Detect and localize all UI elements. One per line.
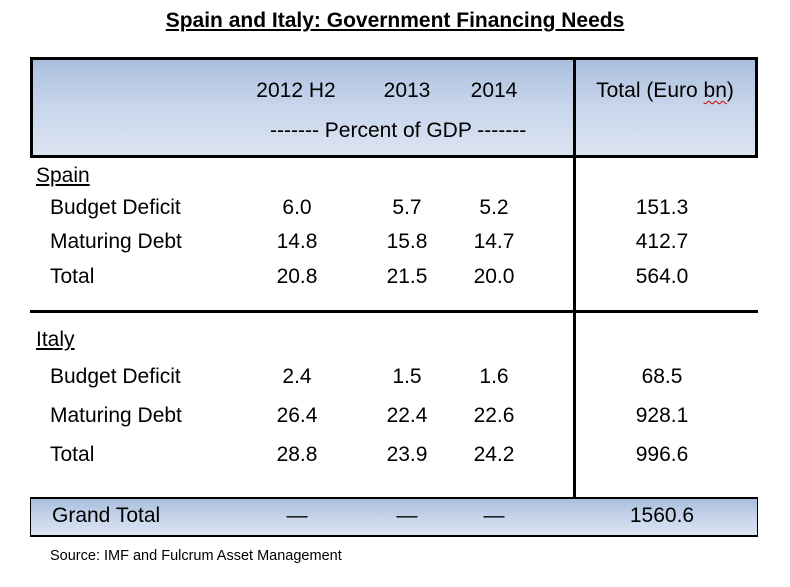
cell-value: 1.5 — [392, 365, 422, 388]
cell-value: 15.8 — [386, 230, 428, 253]
row-label: Budget Deficit — [50, 196, 181, 219]
cell-value: 21.5 — [386, 265, 428, 288]
column-header-2012h2: 2012 H2 — [256, 79, 336, 102]
grand-total-dash: — — [286, 504, 308, 527]
row-label: Total — [50, 443, 95, 466]
right-border-header — [755, 57, 758, 158]
cell-value: 14.7 — [473, 230, 515, 253]
source-note: Source: IMF and Fulcrum Asset Management — [50, 548, 342, 564]
cell-value: 14.8 — [276, 230, 318, 253]
row-label: Maturing Debt — [50, 230, 182, 253]
row-label: Total — [50, 265, 95, 288]
cell-value: 2.4 — [282, 365, 312, 388]
grand-total-bottom-border — [30, 534, 758, 537]
cell-total: 412.7 — [635, 230, 689, 253]
grand-total-top-border — [30, 497, 758, 500]
section-divider — [30, 310, 758, 313]
cell-value: 23.9 — [386, 443, 428, 466]
row-label: Budget Deficit — [50, 365, 181, 388]
top-border — [30, 57, 758, 60]
row-label: Maturing Debt — [50, 404, 182, 427]
grand-total-value: 1560.6 — [629, 504, 695, 527]
column-header-2014: 2014 — [470, 79, 518, 102]
cell-value: 26.4 — [276, 404, 318, 427]
column-header-total: Total (Euro bn) — [585, 79, 745, 103]
total-header-prefix: Total (Euro — [596, 79, 704, 102]
total-header-unit: bn — [703, 79, 727, 102]
cell-total: 928.1 — [635, 404, 689, 427]
cell-total: 68.5 — [641, 365, 683, 388]
cell-value: 6.0 — [282, 196, 312, 219]
header-band — [31, 59, 757, 156]
cell-total: 564.0 — [635, 265, 689, 288]
left-border-header — [30, 57, 33, 158]
total-header-suffix: ) — [726, 79, 734, 102]
cell-value: 20.0 — [473, 265, 515, 288]
cell-total: 996.6 — [635, 443, 689, 466]
subheader-percent-of-gdp: ------- Percent of GDP ------- — [270, 119, 527, 142]
grand-total-label: Grand Total — [52, 504, 161, 527]
column-divider — [573, 57, 576, 537]
grand-total-band — [31, 499, 757, 535]
section-label-italy: Italy — [36, 328, 75, 351]
cell-value: 1.6 — [479, 365, 509, 388]
cell-value: 24.2 — [473, 443, 515, 466]
column-header-2013: 2013 — [383, 79, 431, 102]
grand-total-dash: — — [396, 504, 418, 527]
cell-value: 5.7 — [392, 196, 422, 219]
cell-value: 5.2 — [479, 196, 509, 219]
grand-total-dash: — — [483, 504, 505, 527]
chart-title: Spain and Italy: Government Financing Ne… — [165, 9, 625, 32]
cell-value: 22.4 — [386, 404, 428, 427]
cell-value: 22.6 — [473, 404, 515, 427]
header-bottom-border — [30, 155, 758, 158]
cell-value: 28.8 — [276, 443, 318, 466]
section-label-spain: Spain — [36, 164, 90, 187]
cell-total: 151.3 — [635, 196, 689, 219]
cell-value: 20.8 — [276, 265, 318, 288]
